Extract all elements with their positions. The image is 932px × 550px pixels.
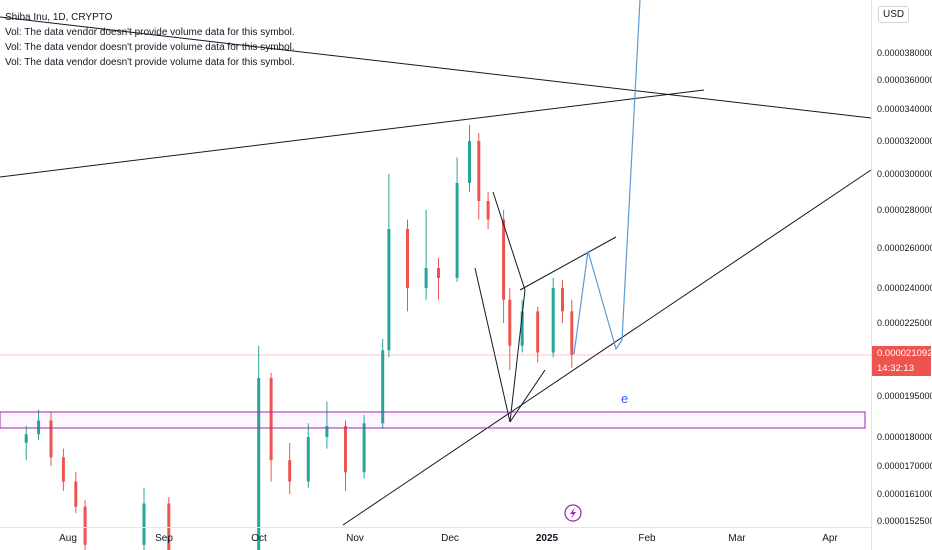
x-tick-label: Mar [728, 533, 746, 544]
candle[interactable] [486, 201, 490, 220]
candle[interactable] [551, 288, 555, 353]
candle[interactable] [37, 420, 41, 435]
chart-legend: Shiba Inu, 1D, CRYPTO Vol: The data vend… [5, 10, 295, 70]
candle[interactable] [536, 311, 540, 353]
candle[interactable] [83, 506, 87, 545]
y-tick-label: 0.0000170000 [877, 461, 932, 471]
x-tick-label: Aug [59, 533, 77, 544]
current-price-value: 0.000021092 [877, 348, 932, 359]
y-tick-label: 0.0000161000 [877, 489, 932, 499]
x-tick-label: Dec [441, 533, 459, 544]
candle[interactable] [306, 437, 310, 482]
symbol-title[interactable]: Shiba Inu, 1D, CRYPTO [5, 12, 113, 23]
support-zone[interactable] [0, 411, 866, 429]
candle[interactable] [570, 311, 574, 355]
candle[interactable] [257, 377, 261, 550]
volume-note: Vol: The data vendor doesn't provide vol… [5, 57, 295, 68]
candle[interactable] [269, 377, 273, 461]
wave-line-lower[interactable] [509, 369, 546, 423]
zigzag-wave[interactable] [474, 191, 526, 423]
candle[interactable] [502, 219, 506, 300]
candle[interactable] [508, 299, 512, 346]
y-tick-label: 0.0000152500 [877, 516, 932, 526]
triangle-upper-line[interactable] [519, 236, 617, 291]
currency-button[interactable]: USD [878, 6, 910, 23]
y-tick-label: 0.0000225000 [877, 318, 932, 328]
candle[interactable] [61, 457, 65, 482]
volume-note: Vol: The data vendor doesn't provide vol… [5, 27, 295, 38]
drawings-layer: e [0, 0, 872, 526]
wave-e-label: e [621, 391, 628, 406]
candle[interactable] [520, 311, 524, 346]
y-tick-label: 0.0000380000 [877, 48, 932, 58]
y-tick-label: 0.0000300000 [877, 169, 932, 179]
candle[interactable] [142, 503, 146, 545]
candle[interactable] [437, 268, 440, 278]
candle[interactable] [477, 141, 481, 201]
candle[interactable] [49, 420, 53, 458]
current-price-badge: 0.000021092 14:32:13 [872, 346, 932, 376]
candle[interactable] [344, 426, 347, 473]
y-tick-label: 0.0000180000 [877, 432, 932, 442]
candles-layer [24, 125, 574, 550]
candle[interactable] [74, 481, 78, 507]
candle[interactable] [24, 434, 28, 443]
y-tick-label: 0.0000340000 [877, 104, 932, 114]
time-axis-border [0, 527, 871, 528]
x-tick-label: Nov [346, 533, 364, 544]
x-tick-label: 2025 [535, 533, 559, 544]
price-axis[interactable] [871, 0, 932, 550]
candle[interactable] [381, 350, 385, 424]
volume-note: Vol: The data vendor doesn't provide vol… [5, 42, 295, 53]
candle[interactable] [167, 503, 171, 550]
upper-resistance-line[interactable] [0, 89, 705, 178]
x-tick-label: Sep [155, 533, 173, 544]
candle[interactable] [362, 423, 366, 473]
candle[interactable] [424, 268, 428, 288]
projection-path[interactable] [573, 0, 641, 355]
y-tick-label: 0.0000260000 [877, 243, 932, 253]
candle[interactable] [406, 229, 409, 288]
candle[interactable] [561, 288, 564, 312]
candle[interactable] [387, 229, 391, 351]
x-tick-label: Oct [251, 533, 267, 544]
bar-countdown: 14:32:13 [877, 363, 914, 374]
candle[interactable] [468, 141, 471, 183]
y-tick-label: 0.0000320000 [877, 136, 932, 146]
candle[interactable] [288, 460, 292, 482]
candle[interactable] [325, 426, 329, 437]
y-tick-label: 0.0000360000 [877, 75, 932, 85]
lightning-event-icon[interactable] [564, 504, 582, 522]
y-tick-label: 0.0000195000 [877, 391, 932, 401]
ascending-support-line[interactable] [342, 169, 872, 526]
y-tick-label: 0.0000240000 [877, 283, 932, 293]
y-tick-label: 0.0000280000 [877, 205, 932, 215]
candle[interactable] [455, 183, 459, 278]
descending-trendline[interactable] [0, 16, 872, 119]
x-tick-label: Apr [822, 533, 838, 544]
x-tick-label: Feb [638, 533, 656, 544]
